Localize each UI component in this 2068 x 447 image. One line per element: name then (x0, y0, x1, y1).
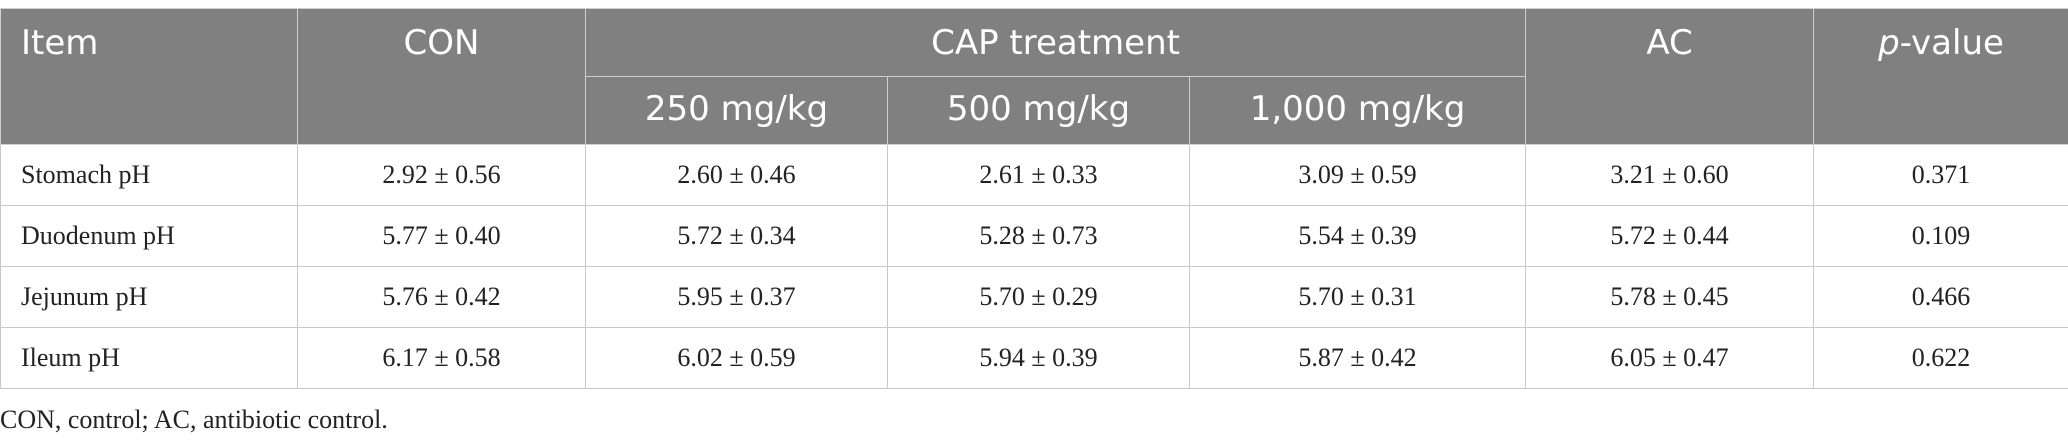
cell-ac: 6.05 ± 0.47 (1525, 327, 1815, 389)
cell-p: 0.109 (1813, 205, 2068, 267)
cell-ac: 5.72 ± 0.44 (1525, 205, 1815, 267)
cell-con: 5.76 ± 0.42 (297, 266, 586, 328)
cell-p: 0.371 (1813, 144, 2068, 206)
cell-con: 6.17 ± 0.58 (297, 327, 586, 389)
row-label: Duodenum pH (0, 205, 298, 267)
data-table: Item CON CAP treatment AC p-value 250 mg… (0, 8, 2068, 389)
cell-ac: 5.78 ± 0.45 (1525, 266, 1815, 328)
header-ac: AC (1525, 8, 1815, 145)
header-p-rest: -value (1899, 23, 2004, 63)
cell-250: 2.60 ± 0.46 (585, 144, 888, 206)
cell-500: 2.61 ± 0.33 (887, 144, 1190, 206)
table-body: Stomach pH 2.92 ± 0.56 2.60 ± 0.46 2.61 … (0, 144, 2068, 389)
row-label: Ileum pH (0, 327, 298, 389)
table-header: Item CON CAP treatment AC p-value 250 mg… (0, 8, 2068, 145)
header-p-italic: p (1878, 23, 1900, 63)
header-dose-250: 250 mg/kg (585, 76, 888, 145)
table-row: Stomach pH 2.92 ± 0.56 2.60 ± 0.46 2.61 … (0, 144, 2068, 206)
row-label: Jejunum pH (0, 266, 298, 328)
cell-250: 6.02 ± 0.59 (585, 327, 888, 389)
cell-250: 5.95 ± 0.37 (585, 266, 888, 328)
header-dose-500: 500 mg/kg (887, 76, 1190, 145)
table-row: Jejunum pH 5.76 ± 0.42 5.95 ± 0.37 5.70 … (0, 266, 2068, 328)
cell-500: 5.94 ± 0.39 (887, 327, 1190, 389)
header-dose-1000: 1,000 mg/kg (1188, 76, 1527, 145)
cell-con: 2.92 ± 0.56 (297, 144, 586, 206)
cell-1000: 5.70 ± 0.31 (1188, 266, 1527, 328)
cell-p: 0.466 (1813, 266, 2068, 328)
cell-500: 5.28 ± 0.73 (887, 205, 1190, 267)
cell-con: 5.77 ± 0.40 (297, 205, 586, 267)
cell-1000: 3.09 ± 0.59 (1188, 144, 1527, 206)
cell-1000: 5.54 ± 0.39 (1188, 205, 1527, 267)
cell-500: 5.70 ± 0.29 (887, 266, 1190, 328)
table-footnote: CON, control; AC, antibiotic control. (0, 405, 388, 434)
cell-p: 0.622 (1813, 327, 2068, 389)
cell-ac: 3.21 ± 0.60 (1525, 144, 1815, 206)
cell-250: 5.72 ± 0.34 (585, 205, 888, 267)
header-con: CON (297, 8, 586, 145)
table-row: Ileum pH 6.17 ± 0.58 6.02 ± 0.59 5.94 ± … (0, 327, 2068, 389)
row-label: Stomach pH (0, 144, 298, 206)
header-item: Item (0, 8, 298, 145)
cell-1000: 5.87 ± 0.42 (1188, 327, 1527, 389)
header-p-value: p-value (1813, 8, 2068, 145)
header-cap-treatment: CAP treatment (584, 8, 1527, 77)
table-row: Duodenum pH 5.77 ± 0.40 5.72 ± 0.34 5.28… (0, 205, 2068, 267)
